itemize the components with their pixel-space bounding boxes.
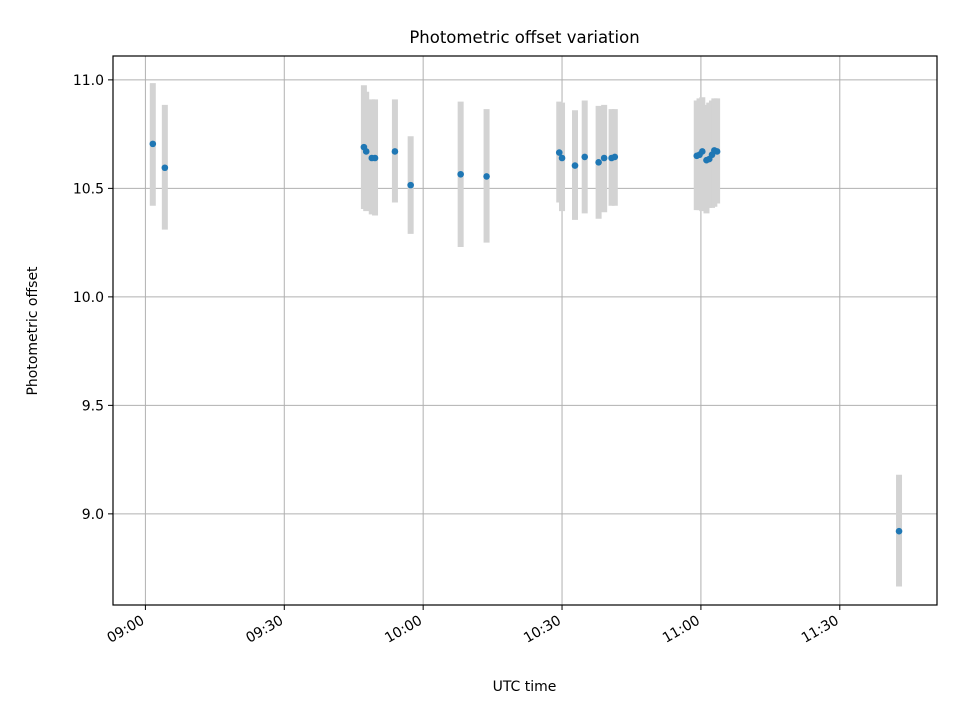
data-point [371,154,379,162]
data-point [581,153,589,161]
y-tick-label: 10.5 [73,181,104,197]
grid-lines [113,56,937,605]
y-tick-label: 11.0 [73,73,104,89]
data-point [161,164,169,172]
y-tick-label: 10.0 [73,290,104,306]
y-axis-ticks: 9.0 9.5 10.0 10.5 11.0 [73,73,113,523]
y-axis-label: Photometric offset [25,266,41,396]
data-point [713,148,721,155]
plot-area-frame [112,55,938,606]
data-points [149,140,903,535]
x-axis-label: UTC time [493,679,557,695]
data-point [611,153,619,161]
y-tick-label: 9.0 [82,507,104,523]
data-point [457,170,464,178]
data-point [483,173,490,180]
data-point [149,140,157,148]
data-point [595,159,602,166]
data-point [895,527,903,535]
data-point [362,148,370,155]
data-point [407,181,414,189]
y-tick-label: 9.5 [82,398,104,414]
data-point [555,149,563,156]
data-point [571,162,579,169]
data-point [391,148,399,155]
data-point [600,154,608,162]
chart-title: Photometric offset variation [409,28,639,47]
data-point [558,154,566,162]
data-point [698,148,706,155]
